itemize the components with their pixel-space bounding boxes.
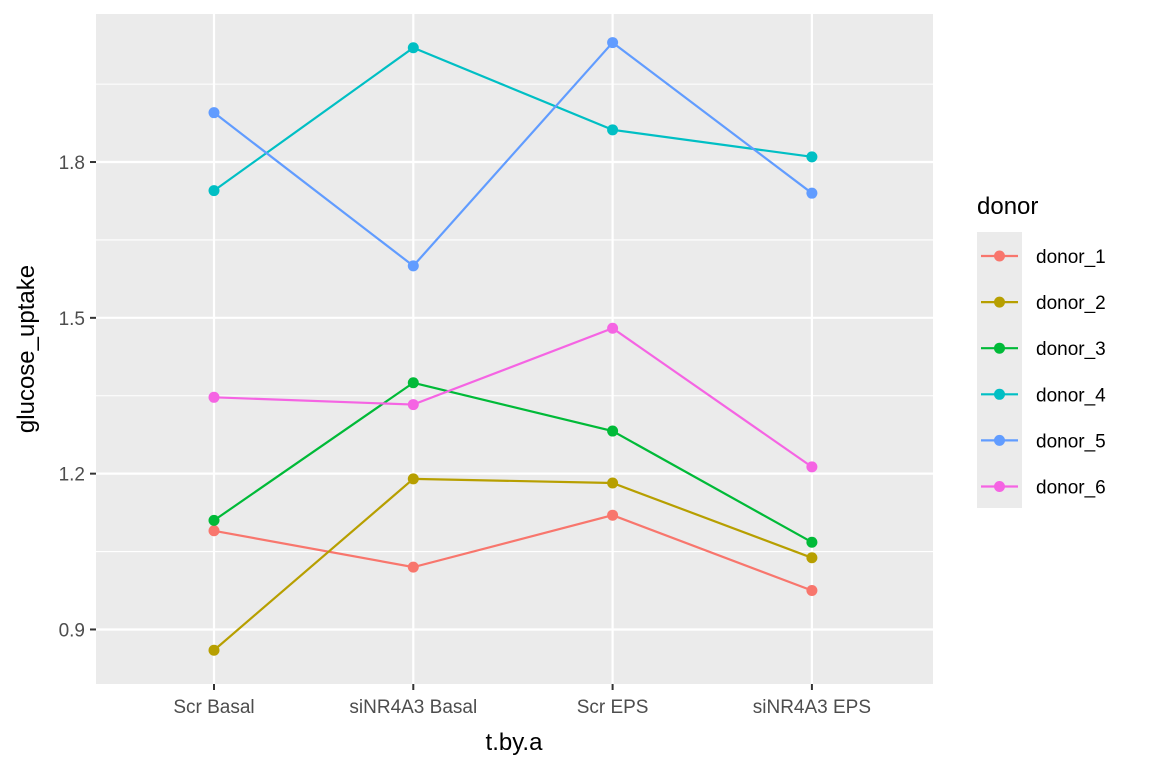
series-donor_4 [208,42,818,197]
data-point-donor_4 [607,124,619,136]
legend-label: donor_4 [1036,385,1106,406]
series-donor_6 [208,322,818,473]
legend-label: donor_1 [1036,247,1106,268]
y-axis: 0.9 1.2 1.5 1.8 [59,153,96,641]
y-tick-label: 1.2 [59,465,85,486]
series-line-donor_4 [213,46,813,192]
legend-key-point [994,342,1005,354]
data-point-donor_3 [208,514,220,526]
legend-key-point [994,481,1005,492]
legend-label: donor_6 [1036,478,1106,499]
series-line-donor_2 [213,477,813,652]
data-point-donor_1 [208,525,220,537]
legend-key-point [994,434,1005,446]
legend-label: donor_2 [1036,293,1106,314]
x-tick-label: siNR4A3 EPS [753,697,871,718]
data-point-donor_4 [208,185,220,197]
data-point-donor_3 [607,425,619,437]
data-point-donor_6 [806,461,818,473]
legend-key-point [994,296,1005,308]
x-tick-label: siNR4A3 Basal [349,697,477,718]
legend-item-donor_1: donor_1 [981,247,1106,268]
data-point-donor_1 [607,509,619,521]
y-tick-label: 1.5 [59,309,85,330]
data-point-donor_6 [607,322,619,334]
y-axis-title: glucose_uptake [13,265,40,433]
legend-item-donor_2: donor_2 [981,293,1106,314]
legend-title: donor [977,193,1038,220]
panel-background [96,14,933,684]
data-point-donor_5 [806,187,818,199]
series-donor_5 [208,37,818,272]
legend-item-donor_3: donor_3 [981,339,1106,360]
series-line-donor_5 [213,41,813,268]
legend-item-donor_4: donor_4 [981,385,1106,406]
data-point-donor_2 [607,477,619,489]
series-layer [208,37,818,656]
series-line-donor_6 [213,326,813,468]
series-donor_1 [208,509,818,597]
y-tick-label: 0.9 [59,620,85,641]
y-tick-label: 1.8 [59,153,85,174]
x-tick-label: Scr Basal [173,697,254,718]
data-point-donor_2 [208,644,220,656]
x-tick-label: Scr EPS [577,697,649,718]
data-point-donor_6 [208,391,220,403]
data-point-donor_4 [806,151,818,163]
data-point-donor_3 [806,536,818,548]
legend-item-donor_5: donor_5 [981,431,1106,452]
data-point-donor_4 [407,42,419,54]
series-line-donor_3 [213,381,813,544]
series-line-donor_1 [213,514,813,592]
data-point-donor_2 [806,552,818,564]
data-point-donor_6 [407,399,419,411]
series-donor_3 [208,377,818,548]
x-axis-title: t.by.a [486,729,544,756]
legend-key-point [994,250,1005,262]
legend-label: donor_5 [1036,431,1106,452]
data-point-donor_5 [208,107,220,119]
data-point-donor_1 [407,561,419,573]
data-point-donor_1 [806,585,818,597]
legend-item-donor_6: donor_6 [981,478,1106,499]
data-point-donor_2 [407,473,419,485]
data-point-donor_3 [407,377,419,389]
data-point-donor_5 [407,260,419,272]
legend-items: donor_1 donor_2 donor_3 donor_4 donor_5donor… [981,247,1106,499]
legend: donor donor_1donor_2donor_3donor_4donor_… [977,193,1106,508]
x-axis: Scr Basal siNR4A3 Basal Scr EPS siNR4A3 EPS [173,684,871,718]
legend-key-background [977,232,1022,508]
series-donor_2 [208,473,818,656]
legend-key-point [994,388,1005,400]
data-point-donor_5 [607,37,619,49]
legend-label: donor_3 [1036,339,1106,360]
